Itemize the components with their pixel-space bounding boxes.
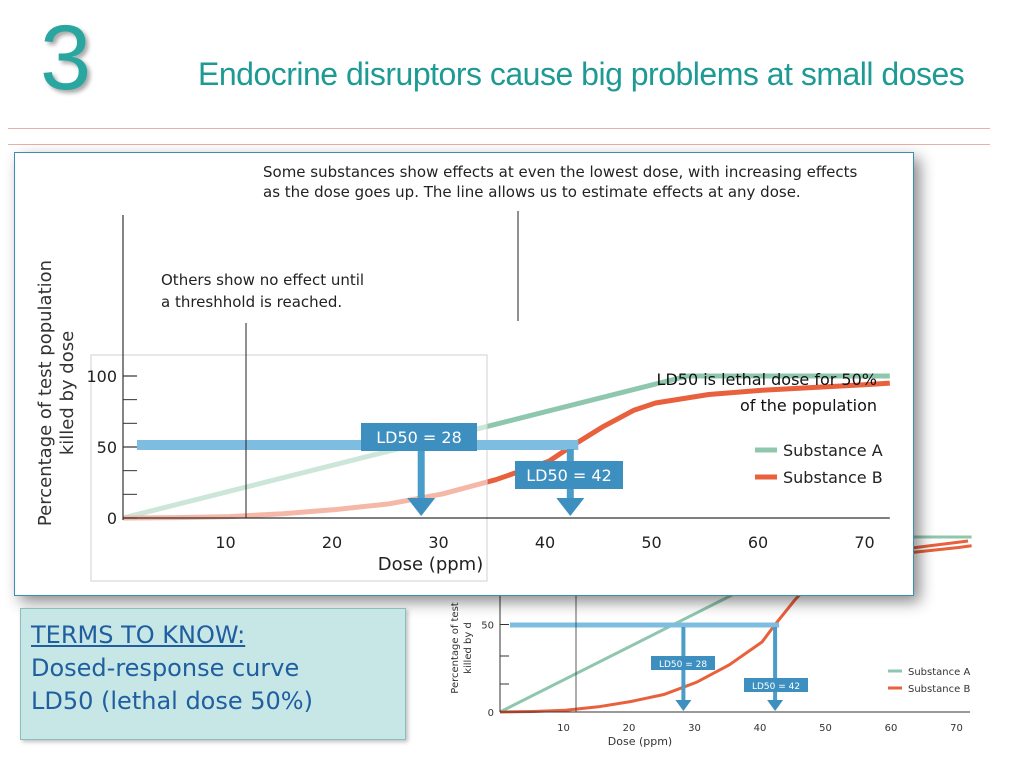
ld50-b-badge [515,461,623,489]
bg-x-tick-label: 60 [885,723,898,734]
term-ld50: LD50 (lethal dose 50%) [31,687,313,715]
x-tick-label: 60 [748,533,768,552]
x-tick-label: 70 [854,533,874,552]
bg-x-tick-label: 70 [950,723,963,734]
ld50-a-label: LD50 = 28 [376,428,462,447]
bg-ld50-b-badge [744,678,808,692]
bg-y-axis-label-2: killed by d [463,622,474,674]
y-axis-label-line-2: killed by dose [57,331,78,455]
threshold-note-line-1: Others show no effect until [161,271,364,289]
slide-title: Endocrine disruptors cause big problems … [198,56,965,92]
ld50-b-label: LD50 = 42 [526,466,612,485]
terms-to-know-box: TERMS TO KNOW: Dosed-response curve LD50… [20,608,406,740]
bg-x-tick-label: 40 [754,723,767,734]
y-tick-label: 100 [86,367,117,386]
legend-label-a: Substance A [783,441,883,460]
ld50-b-arrow-head [556,498,585,516]
bg-x-axis-label: Dose (ppm) [608,735,672,748]
inset-card-border [90,354,488,582]
x-tick-label: 50 [641,533,661,552]
bg-x-tick-label: 10 [557,723,570,734]
x-tick-label: 20 [322,533,342,552]
x-axis-label: Dose (ppm) [378,554,483,575]
bg-ld50-b-label: LD50 = 42 [752,682,800,692]
bg-ld50-arrow-head [767,700,784,711]
divider-line-bottom [8,144,990,145]
y-tick-label: 50 [97,438,117,457]
ld50-note-line-1: LD50 is lethal dose for 50% [657,370,877,389]
top-note-line-2: as the dose goes up. The line allows us … [263,183,801,201]
terms-heading: TERMS TO KNOW: [31,621,246,649]
bg-ld50-a-label: LD50 = 28 [659,660,707,670]
divider-line-top [8,128,990,129]
term-dose-response: Dosed-response curve [31,654,300,682]
legend-label-b: Substance B [783,468,883,487]
bg-legend-label-a: Substance A [908,667,970,678]
main-chart-panel: 0 50 100 10 20 30 40 50 60 70 Dose (ppm) Percentage… [14,152,914,596]
ld50-note-line-2: of the population [740,396,877,415]
slide-number: 3 [40,7,92,109]
bg-x-tick-label: 20 [623,723,636,734]
bg-series-line-b-tail [911,539,969,550]
x-tick-label: 30 [428,533,448,552]
bg-x-tick-label: 30 [688,723,701,734]
bg-y-tick-label: 0 [488,708,494,719]
ld50-a-badge [361,423,477,451]
bg-y-tick-label: 50 [481,621,494,632]
bg-legend-label-b: Substance B [908,684,970,695]
bg-y-axis-label-1: Percentage of test [450,602,461,694]
x-tick-label: 10 [215,533,235,552]
top-note-line-1: Some substances show effects at even the… [263,163,858,181]
ld50-a-arrow-head [407,498,436,516]
y-axis-label-line-1: Percentage of test population [35,260,56,526]
bg-ld50-a-badge [651,656,715,670]
y-tick-label: 0 [107,509,117,528]
threshold-note-line-2: a threshhold is reached. [161,293,342,311]
x-tick-label: 40 [535,533,555,552]
main-chart: 0 50 100 10 20 30 40 50 60 70 Dose (ppm) Percentage… [35,163,890,582]
bg-ld50-arrow-head [675,700,692,711]
bg-x-tick-label: 50 [819,723,832,734]
